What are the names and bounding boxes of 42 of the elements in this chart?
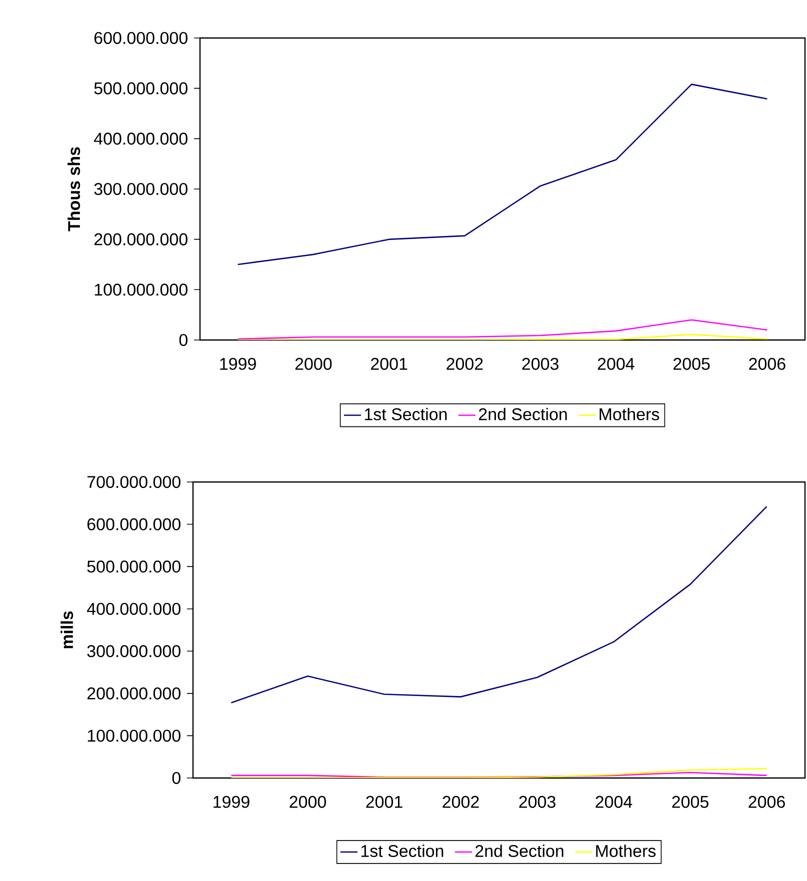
y-axis-title: Thous shs [68, 147, 80, 232]
y-tick-label: 200.000.000 [87, 687, 180, 700]
x-tick-label: 2003 [522, 358, 558, 370]
y-tick-label: 500.000.000 [94, 82, 188, 94]
y-tick-label: 700.000.000 [87, 476, 180, 488]
legend-label: 1st Section [361, 844, 444, 858]
x-tick-label: 2005 [674, 358, 710, 370]
x-tick-label: 2005 [672, 796, 708, 808]
y-tick-label: 400.000.000 [86, 602, 180, 615]
legend-label: 2nd Section [476, 844, 564, 858]
y-tick-label: 400.000.000 [94, 132, 188, 145]
legend-label: Mothers [596, 844, 656, 858]
y-tick-label: 0 [179, 334, 188, 346]
x-tick-label: 2001 [366, 796, 402, 808]
y-tick-label: 300.000.000 [94, 182, 188, 196]
y-tick-label: 200.000.000 [94, 233, 188, 246]
legend-label: Mothers [600, 408, 660, 420]
x-tick-label: 2006 [748, 796, 785, 808]
y-tick-label: 300.000.000 [87, 645, 180, 658]
y-axis-title: mills [60, 611, 74, 648]
x-tick-label: 2006 [749, 358, 786, 370]
x-tick-label: 2001 [371, 358, 408, 370]
x-tick-label: 1999 [214, 796, 250, 808]
y-tick-label: 0 [172, 772, 180, 784]
line-series [237, 84, 768, 266]
x-tick-label: 2000 [290, 796, 326, 808]
x-tick-label: 2004 [596, 796, 632, 808]
x-tick-label: 2002 [446, 358, 483, 370]
line-series [230, 768, 768, 778]
x-tick-label: 2002 [442, 796, 479, 808]
x-tick-label: 2003 [519, 796, 556, 808]
y-tick-label: 100.000.000 [94, 284, 188, 296]
legend-label: 2nd Section [478, 408, 567, 420]
y-tick-label: 100.000.000 [88, 730, 180, 742]
x-tick-label: 2000 [295, 358, 332, 370]
y-tick-label: 500.000.000 [87, 560, 180, 573]
y-tick-label: 600.000.000 [87, 518, 180, 530]
line-series [230, 506, 768, 704]
y-tick-label: 600.000.000 [94, 32, 188, 44]
x-tick-label: 2004 [598, 358, 634, 370]
legend-label: 1st Section [364, 408, 447, 420]
x-tick-label: 1999 [220, 358, 256, 370]
